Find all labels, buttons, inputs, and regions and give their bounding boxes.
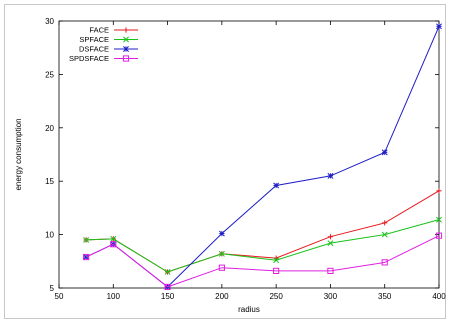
- chart-frame: 50 100 150 200 250 300 350 400 5 10 15 20 25 30 FACE S…: [4, 4, 446, 319]
- series-layer: [83, 23, 443, 291]
- data-point-spdsface: [273, 267, 280, 275]
- series-dsface: [83, 23, 442, 290]
- y-axis-label: energy consumption: [14, 118, 23, 190]
- legend-label-spdsface: SPDSFACE: [69, 54, 109, 63]
- legend-marker-spdsface: [122, 55, 130, 62]
- data-point-dsface: [436, 23, 442, 30]
- data-point-face: [382, 220, 388, 226]
- data-point-spdsface: [218, 264, 225, 271]
- y-tick-label: 10: [45, 231, 54, 240]
- legend-marker-spface: [123, 36, 129, 43]
- series-spface: [83, 216, 442, 275]
- data-point-dsface: [381, 149, 388, 156]
- x-tick-label: 400: [432, 292, 446, 301]
- y-tick-label: 20: [45, 124, 54, 133]
- x-tick-label: 350: [378, 292, 392, 301]
- data-point-spdsface: [435, 232, 443, 239]
- legend-label-spface: SPFACE: [79, 35, 109, 44]
- series-line-dsface: [85, 26, 440, 288]
- y-tick-label: 15: [45, 177, 54, 186]
- x-tick-label: 50: [55, 292, 64, 301]
- data-point-spface: [110, 235, 117, 242]
- x-axis-label: radius: [238, 305, 260, 314]
- data-point-spface: [273, 257, 280, 264]
- y-tick-label: 5: [50, 284, 55, 293]
- data-point-spface: [381, 231, 388, 238]
- series-face: [83, 188, 442, 275]
- legend-label-dsface: DSFACE: [79, 45, 109, 54]
- data-point-face: [436, 188, 442, 194]
- series-line-spdsface: [85, 235, 440, 288]
- axes: 50 100 150 200 250 300 350 400 5 10 15 20 25 30: [45, 17, 446, 301]
- data-point-spface: [436, 216, 442, 223]
- data-point-spdsface: [327, 267, 334, 275]
- series-spdsface: [83, 232, 443, 291]
- legend-marker-face: [123, 27, 129, 33]
- x-tick-label: 150: [161, 292, 175, 301]
- x-tick-label: 300: [324, 292, 338, 301]
- x-tick-label: 250: [269, 292, 283, 301]
- legend-label-face: FACE: [89, 26, 109, 35]
- x-tick-label: 100: [107, 292, 121, 301]
- data-point-spdsface: [164, 283, 171, 291]
- x-tick-label: 200: [215, 292, 229, 301]
- series-line-spface: [86, 219, 440, 273]
- plot-border: [58, 20, 440, 289]
- legend-marker-dsface: [123, 46, 129, 52]
- data-point-dsface: [218, 230, 225, 237]
- y-tick-label: 30: [45, 17, 54, 26]
- data-point-dsface: [273, 182, 280, 189]
- y-tick-label: 25: [45, 70, 54, 79]
- data-point-dsface: [327, 172, 334, 179]
- data-point-spface: [327, 240, 334, 247]
- data-point-spdsface: [83, 253, 90, 261]
- data-point-spface: [83, 236, 90, 243]
- data-point-spface: [164, 269, 171, 275]
- data-point-spface: [218, 250, 225, 257]
- data-point-face: [327, 234, 334, 240]
- data-point-spdsface: [110, 241, 117, 248]
- data-point-spdsface: [381, 259, 388, 266]
